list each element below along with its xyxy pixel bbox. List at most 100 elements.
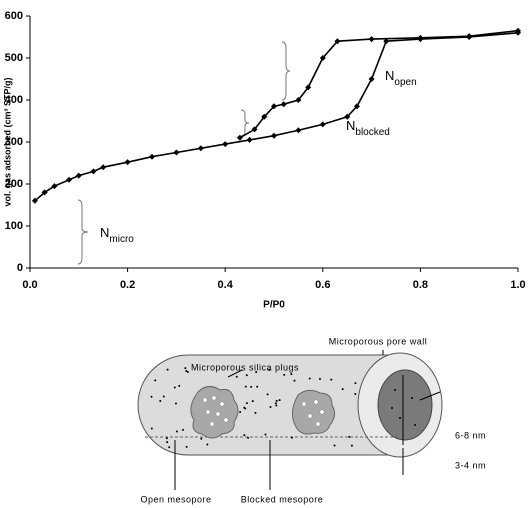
dot [165,437,168,440]
arrow [227,369,243,378]
point [353,103,360,110]
y-tick-label: 200 [5,178,23,190]
pore [313,399,319,405]
x-tick-label: 0.0 [22,279,37,291]
point [222,141,229,148]
point [124,159,131,166]
dot [200,437,203,440]
y-tick-label: 100 [5,220,23,232]
dot [264,433,267,436]
dot [206,443,209,446]
point [149,153,155,160]
dot [414,424,416,426]
brace [77,199,89,265]
dot [250,385,253,388]
dot [290,373,293,376]
point [368,36,375,43]
dot [186,371,189,374]
dot [178,384,181,387]
pore [215,411,221,417]
dot [354,392,357,395]
dot [184,367,187,370]
point [305,84,312,91]
dot [154,379,157,382]
pore [301,401,307,407]
pore [307,413,313,419]
y-axis-label: vol. gas adsorbed (cm³ STP/g) [2,77,12,206]
dot [185,369,188,372]
x-axis-label: P/P0 [263,300,285,311]
point [319,121,326,128]
point [295,97,302,103]
dot [166,441,169,444]
point [261,113,268,120]
point [251,126,258,133]
dot [354,382,357,385]
diagram-label: 6-8 nm [455,430,486,440]
dot [168,446,171,449]
dot [275,399,278,402]
series-line [239,29,519,139]
point [280,101,287,108]
y-tick-label: 600 [5,10,23,22]
dot [235,375,238,378]
x-tick-label: 0.4 [218,279,234,291]
y-tick-label: 300 [5,136,23,148]
dot [274,402,277,405]
dot [268,368,271,371]
annotation: Nopen [385,68,417,87]
annotation-sub: open [394,77,416,88]
dot [162,395,165,398]
dot [185,445,188,448]
point [466,33,473,40]
point [197,145,204,152]
dot [166,368,169,371]
y-tick-label: 400 [5,94,23,106]
dot [391,407,393,409]
dot [411,397,413,399]
point [100,164,107,171]
dot [269,405,272,408]
dot [255,371,258,374]
pore [319,409,325,415]
dot [394,389,396,391]
dot [266,393,269,396]
pore [209,421,215,427]
dot [293,379,296,382]
dot [254,411,257,414]
dot [256,385,259,388]
point [515,27,521,34]
annotation-text: N [100,225,109,240]
plug [292,389,336,435]
diagram-label: 3-4 nm [455,460,486,470]
dot [182,428,185,431]
pore [211,395,217,401]
pore [315,421,321,427]
annotation-text: N [385,68,394,83]
point [417,34,424,41]
point [368,76,375,82]
point [41,189,48,196]
point [31,197,38,204]
point [271,132,277,139]
dot [173,386,176,389]
dot [150,427,153,430]
dot [174,402,177,405]
point [271,103,277,110]
dot [239,411,242,414]
annotation-text: N [346,118,355,133]
dot [245,402,248,405]
dot [243,434,246,437]
point [295,127,302,134]
y-tick-label: 500 [5,52,23,64]
pore [219,401,225,407]
dot [275,404,278,407]
point [319,55,326,61]
point [90,168,97,175]
diagram-label: Blocked mesopore [241,494,324,504]
brace [240,109,250,137]
dot [350,444,353,447]
diagram-label: Microporous pore wall [329,336,428,346]
series-line [34,32,519,202]
